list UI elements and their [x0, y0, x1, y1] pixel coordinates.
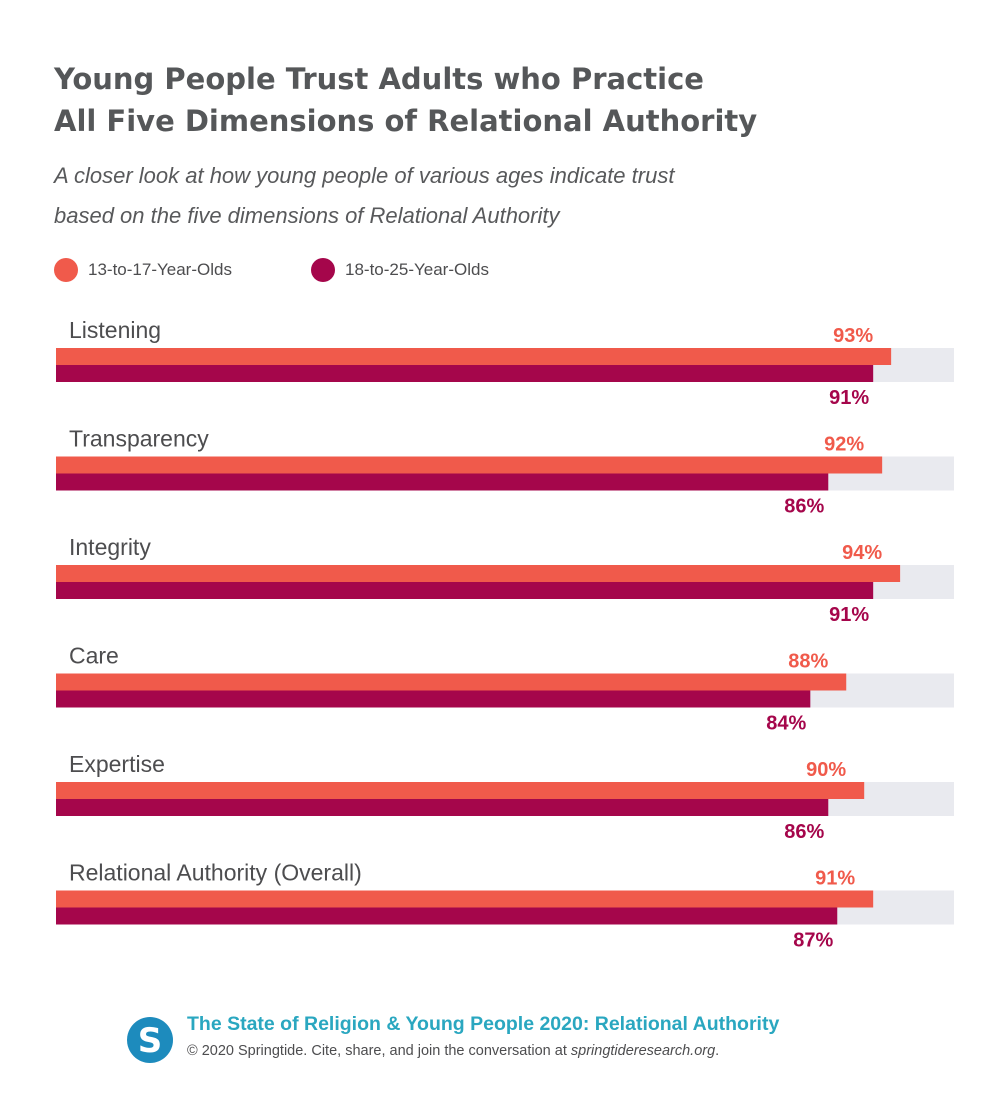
chart-title: Young People Trust Adults who Practice A…	[54, 58, 954, 142]
chart-title-line-1: Young People Trust Adults who Practice	[54, 62, 704, 96]
data-label-18-to-25-relational-authority-overall: 87%	[793, 930, 833, 952]
data-label-13-to-17-relational-authority-overall: 91%	[815, 868, 855, 890]
data-label-13-to-17-integrity: 94%	[842, 542, 882, 564]
legend-swatch-13-to-17	[54, 258, 78, 282]
copyright-text: © 2020 Springtide. Cite, share, and join…	[187, 1043, 571, 1059]
logo-circle	[127, 1017, 173, 1063]
chart-subtitle: A closer look at how young people of var…	[54, 156, 954, 236]
bar-13-to-17-integrity	[56, 565, 901, 582]
category-label-care: Care	[69, 643, 119, 669]
category-label-expertise: Expertise	[69, 751, 165, 777]
bar-18-to-25-transparency	[56, 473, 829, 491]
legend-swatch-18-to-25	[311, 258, 335, 282]
bar-13-to-17-expertise	[56, 782, 865, 799]
bar-18-to-25-expertise	[56, 799, 829, 816]
bar-chart: Listening 93% 91% Transparency 92% 86% Integri…	[56, 317, 954, 952]
data-label-13-to-17-transparency: 92%	[824, 434, 864, 456]
category-label-listening: Listening	[69, 317, 161, 343]
data-label-13-to-17-listening: 93%	[833, 325, 873, 347]
bar-13-to-17-transparency	[56, 456, 883, 474]
legend-label-13-to-17: 13-to-17-Year-Olds	[88, 260, 232, 279]
bar-13-to-17-listening	[56, 348, 892, 365]
bar-13-to-17-care	[56, 673, 847, 691]
data-label-13-to-17-expertise: 90%	[806, 759, 846, 781]
chart-title-line-2: All Five Dimensions of Relational Author…	[54, 104, 758, 138]
footer: S The State of Religion & Young People 2…	[127, 1013, 987, 1065]
legend: 13-to-17-Year-Olds 18-to-25-Year-Olds	[54, 258, 954, 288]
category-label-transparency: Transparency	[69, 426, 209, 452]
chart-subtitle-line-2: based on the five dimensions of Relation…	[54, 203, 560, 228]
bar-18-to-25-care	[56, 690, 811, 708]
legend-label-18-to-25: 18-to-25-Year-Olds	[345, 260, 489, 279]
data-label-13-to-17-care: 88%	[788, 651, 828, 673]
legend-item-13-to-17: 13-to-17-Year-Olds	[54, 258, 232, 282]
website-link[interactable]: springtideresearch.org	[570, 1043, 716, 1059]
bar-18-to-25-relational-authority-overall	[56, 907, 838, 925]
legend-item-18-to-25: 18-to-25-Year-Olds	[311, 258, 489, 282]
data-label-18-to-25-transparency: 86%	[784, 496, 824, 518]
footer-copyright: © 2020 Springtide. Cite, share, and join…	[187, 1043, 719, 1059]
data-label-18-to-25-integrity: 91%	[829, 604, 869, 626]
data-label-18-to-25-listening: 91%	[829, 387, 869, 409]
bar-18-to-25-integrity	[56, 582, 874, 599]
category-label-relational-authority-overall: Relational Authority (Overall)	[69, 860, 362, 886]
bar-18-to-25-listening	[56, 365, 874, 382]
chart-subtitle-line-1: A closer look at how young people of var…	[54, 163, 675, 188]
springtide-logo: S	[127, 1017, 173, 1063]
data-label-18-to-25-expertise: 86%	[784, 821, 824, 843]
bar-13-to-17-relational-authority-overall	[56, 890, 874, 908]
footer-title: The State of Religion & Young People 202…	[187, 1013, 780, 1035]
copyright-period: .	[715, 1043, 720, 1059]
logo-letter: S	[138, 1021, 163, 1061]
data-label-18-to-25-care: 84%	[766, 713, 806, 735]
category-label-integrity: Integrity	[69, 534, 151, 560]
